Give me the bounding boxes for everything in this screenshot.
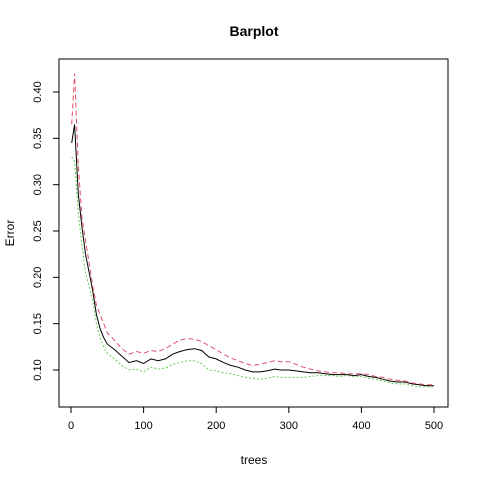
series-line-1 [71,124,434,387]
y-tick-label: 0.35 [32,128,44,149]
x-axis-label: trees [241,453,268,467]
series-line-3 [71,156,434,388]
series-line-2 [71,73,434,386]
x-axis: 0 100 200 300 400 500 [68,407,443,432]
x-tick-label: 0 [68,420,74,432]
plot-lines [71,73,434,388]
x-tick-label: 500 [425,420,443,432]
y-tick-label: 0.30 [32,174,44,195]
x-tick-label: 100 [134,420,152,432]
y-axis: 0.10 0.15 0.20 0.25 0.30 0.35 0.40 [32,81,59,381]
chart-title: Barplot [230,23,279,39]
y-tick-label: 0.15 [32,313,44,334]
y-tick-label: 0.25 [32,220,44,241]
y-tick-label: 0.20 [32,267,44,288]
y-tick-label: 0.10 [32,359,44,380]
x-tick-label: 400 [352,420,370,432]
y-tick-label: 0.40 [32,81,44,102]
y-axis-label: Error [3,220,17,247]
x-tick-label: 200 [207,420,225,432]
plot-box [58,58,449,408]
x-tick-label: 300 [280,420,298,432]
